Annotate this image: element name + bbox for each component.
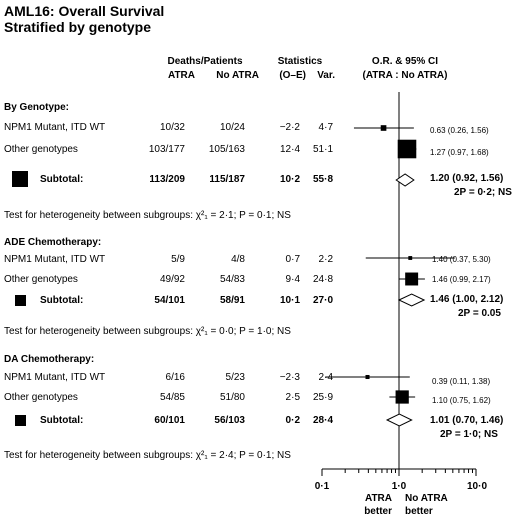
chart-subtitle: Stratified by genotype (4, 19, 152, 35)
row-label: Other genotypes (4, 144, 78, 155)
header-var: Var. (317, 70, 335, 81)
row-ci-text: 1.40 (0.37, 5.30) (432, 255, 491, 264)
or-point (397, 139, 417, 159)
subtotal-var: 27·0 (312, 295, 333, 306)
subtotal-oe: 10·2 (279, 174, 300, 185)
subtotal-oe: 0·2 (285, 415, 300, 426)
subtotal-atra: 113/209 (149, 174, 185, 185)
or-point (395, 390, 409, 404)
section-heading: ADE Chemotherapy: (4, 237, 102, 248)
subtotal-atra: 54/101 (154, 295, 185, 306)
axis-right-label-2: better (405, 506, 433, 517)
header-statistics: Statistics (277, 56, 323, 67)
row-var: 4·7 (318, 122, 333, 133)
row-ci-text: 0.39 (0.11, 1.38) (432, 377, 491, 386)
axis-tick-label: 0·1 (314, 481, 330, 492)
row-oe: 9·4 (285, 274, 300, 285)
subtotal-no-atra: 115/187 (209, 174, 245, 185)
row-no-atra: 10/24 (219, 122, 245, 133)
section-heading: DA Chemotherapy: (4, 354, 95, 365)
subtotal-oe: 10·1 (279, 295, 300, 306)
row-var: 24·8 (312, 274, 333, 285)
row-no-atra: 105/163 (208, 144, 245, 155)
axis-left-label-2: better (364, 506, 392, 517)
subtotal-square-icon (12, 171, 28, 187)
subtotal-label: Subtotal: (40, 174, 84, 185)
subtotal-label: Subtotal: (40, 295, 84, 306)
row-atra: 6/16 (165, 372, 185, 383)
axis-right-label: No ATRA (405, 493, 448, 504)
row-ci-text: 1.46 (0.99, 2.17) (432, 275, 491, 284)
header-oe: (O–E) (279, 70, 306, 81)
axis-tick-label: 10·0 (466, 481, 487, 492)
or-point (408, 256, 413, 260)
subtotal-square-icon (15, 415, 26, 426)
subtotal-square-icon (15, 295, 26, 306)
subtotal-label: Subtotal: (40, 415, 84, 426)
chart-title: AML16: Overall Survival (4, 3, 165, 19)
row-ci-text: 1.10 (0.75, 1.62) (432, 396, 491, 405)
row-var: 25·9 (312, 392, 333, 403)
row-var: 2·2 (318, 254, 333, 265)
subtotal-ci-text: 1.01 (0.70, 1.46) (430, 415, 504, 426)
row-atra: 103/177 (148, 144, 185, 155)
row-atra: 10/32 (159, 122, 185, 133)
heterogeneity-text: Test for heterogeneity between subgroups… (4, 326, 291, 337)
row-oe: 2·5 (285, 392, 300, 403)
row-no-atra: 4/8 (231, 254, 245, 265)
row-label: NPM1 Mutant, ITD WT (4, 372, 106, 383)
row-oe: 0·7 (285, 254, 300, 265)
subtotal-diamond (397, 293, 426, 307)
subtotal-p-text: 2P = 0·2; NS (454, 187, 512, 198)
subtotal-no-atra: 56/103 (214, 415, 245, 426)
subtotal-atra: 60/101 (154, 415, 185, 426)
subtotal-ci-text: 1.46 (1.00, 2.12) (430, 294, 504, 305)
row-ci-text: 0.63 (0.26, 1.56) (430, 126, 489, 135)
subtotal-diamond (385, 413, 413, 427)
subtotal-ci-text: 1.20 (0.92, 1.56) (430, 173, 504, 184)
subtotal-var: 55·8 (312, 174, 333, 185)
row-label: NPM1 Mutant, ITD WT (4, 122, 106, 133)
subtotal-var: 28·4 (312, 415, 333, 426)
subtotal-no-atra: 58/91 (219, 295, 245, 306)
header-or-ci-sub: (ATRA : No ATRA) (362, 70, 448, 81)
heterogeneity-text: Test for heterogeneity between subgroups… (4, 210, 291, 221)
section-heading: By Genotype: (4, 102, 70, 113)
row-atra: 54/85 (159, 392, 185, 403)
row-ci-text: 1.27 (0.97, 1.68) (430, 148, 489, 157)
header-atra: ATRA (167, 70, 195, 81)
heterogeneity-text: Test for heterogeneity between subgroups… (4, 450, 291, 461)
row-label: Other genotypes (4, 392, 78, 403)
row-atra: 5/9 (171, 254, 185, 265)
or-point (380, 125, 387, 131)
row-no-atra: 51/80 (219, 392, 245, 403)
row-oe: −2·3 (279, 372, 300, 383)
row-no-atra: 54/83 (219, 274, 245, 285)
header-deaths-patients: Deaths/Patients (167, 56, 243, 67)
axis-left-label: ATRA (364, 493, 392, 504)
row-atra: 49/92 (159, 274, 185, 285)
subtotal-p-text: 2P = 0.05 (458, 308, 501, 319)
row-no-atra: 5/23 (225, 372, 245, 383)
row-label: Other genotypes (4, 274, 78, 285)
axis-tick-label: 1·0 (391, 481, 407, 492)
subtotal-diamond (395, 173, 415, 187)
or-point (365, 374, 370, 380)
row-oe: −2·2 (279, 122, 300, 133)
row-oe: 12·4 (279, 144, 300, 155)
header-no-atra: No ATRA (216, 70, 259, 81)
subtotal-p-text: 2P = 1·0; NS (440, 429, 498, 440)
row-var: 51·1 (312, 144, 333, 155)
row-label: NPM1 Mutant, ITD WT (4, 254, 106, 265)
or-point (405, 272, 419, 286)
header-or-ci: O.R. & 95% CI (371, 56, 439, 67)
